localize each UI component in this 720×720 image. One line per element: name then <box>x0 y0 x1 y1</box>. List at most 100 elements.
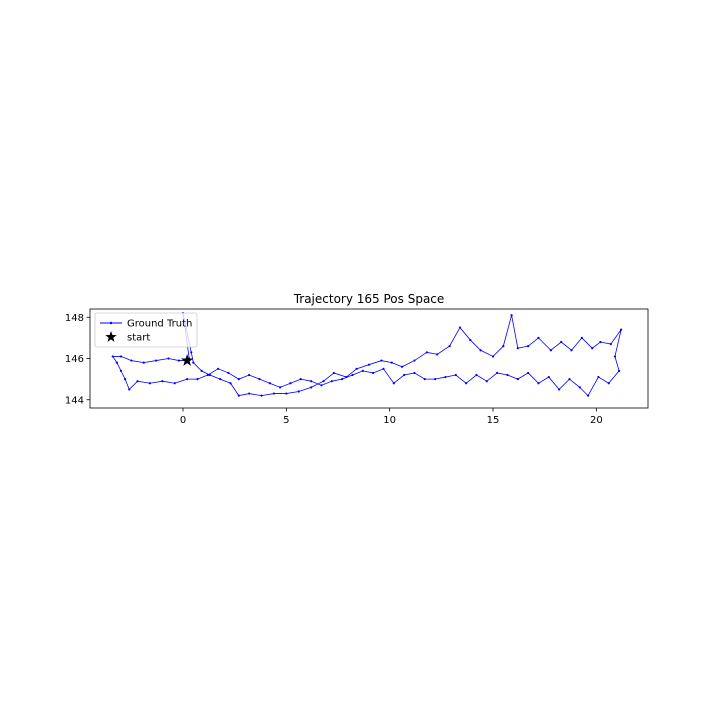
data-point <box>260 394 263 397</box>
data-point <box>310 380 313 383</box>
data-point <box>258 378 261 381</box>
data-point <box>289 382 292 385</box>
y-tick-label: 148 <box>65 313 84 324</box>
data-point <box>237 378 240 381</box>
data-point <box>130 359 133 362</box>
data-point <box>361 369 364 372</box>
data-point <box>549 349 552 352</box>
data-point <box>465 382 468 385</box>
data-point <box>136 380 139 383</box>
data-point <box>320 384 323 387</box>
data-point <box>177 359 180 362</box>
plot-content <box>111 312 623 397</box>
data-point <box>444 375 447 379</box>
data-point <box>380 359 383 362</box>
data-point <box>392 382 395 385</box>
data-point <box>155 359 158 362</box>
data-point <box>219 378 222 381</box>
data-point <box>537 382 540 385</box>
y-axis-ticks: 144 146 148 <box>65 313 90 406</box>
data-point <box>570 349 573 352</box>
data-point <box>469 338 472 342</box>
data-point <box>454 373 457 377</box>
legend-label-start: start <box>127 333 150 344</box>
y-tick-label: 146 <box>65 354 84 365</box>
chart-title: Trajectory 165 Pos Space <box>293 292 445 306</box>
data-point <box>599 340 602 344</box>
data-point <box>527 371 530 375</box>
data-point <box>119 369 123 372</box>
data-point <box>237 394 240 397</box>
data-point <box>297 390 300 393</box>
data-point <box>190 351 193 354</box>
data-point <box>115 361 118 364</box>
data-point <box>578 386 581 389</box>
data-point <box>167 357 170 360</box>
data-point <box>558 388 561 391</box>
data-point <box>506 373 509 377</box>
data-point <box>192 361 195 364</box>
data-point <box>403 373 406 377</box>
data-point <box>434 378 437 381</box>
data-point <box>200 369 203 372</box>
data-point <box>390 361 393 364</box>
data-point <box>367 363 371 366</box>
data-point <box>516 378 519 381</box>
data-point <box>485 380 488 383</box>
data-point <box>620 328 623 331</box>
data-point <box>547 375 550 379</box>
data-point <box>268 382 271 385</box>
data-point <box>186 378 189 381</box>
x-axis-ticks: 0 5 10 15 20 <box>180 408 603 426</box>
data-point <box>591 347 594 350</box>
data-point <box>322 380 325 383</box>
data-point <box>161 380 164 383</box>
data-point <box>124 378 127 381</box>
data-point <box>491 355 495 358</box>
data-point <box>351 373 354 377</box>
data-point <box>341 378 344 381</box>
data-point <box>537 336 540 339</box>
data-point <box>597 375 600 379</box>
data-point <box>285 392 288 395</box>
data-point <box>248 373 251 377</box>
data-point <box>475 373 478 377</box>
data-point <box>248 392 251 395</box>
data-point <box>458 326 462 329</box>
data-point <box>272 392 276 395</box>
data-point <box>560 340 563 344</box>
data-point <box>332 371 335 375</box>
y-tick-label: 144 <box>65 395 84 406</box>
data-point <box>609 342 612 346</box>
x-tick-label: 15 <box>487 415 500 426</box>
data-point <box>607 382 610 385</box>
data-point <box>580 336 583 339</box>
legend-star-icon <box>105 331 117 342</box>
start-marker-star <box>180 354 194 366</box>
data-point <box>516 347 519 350</box>
data-point <box>196 378 199 381</box>
data-point <box>586 394 590 397</box>
legend-box <box>94 312 198 348</box>
data-point <box>208 373 211 377</box>
data-point <box>510 314 513 317</box>
x-tick-label: 5 <box>283 415 289 426</box>
data-point <box>372 371 375 375</box>
legend-marker-sample <box>109 321 113 325</box>
data-point <box>111 355 114 358</box>
data-point <box>400 365 404 368</box>
data-point <box>355 367 358 370</box>
data-point <box>479 349 482 352</box>
data-point <box>617 369 621 372</box>
x-tick-label: 0 <box>180 415 186 426</box>
data-point <box>229 382 232 385</box>
data-point <box>413 371 416 375</box>
data-point <box>527 345 530 348</box>
data-point <box>345 375 348 379</box>
data-point <box>613 355 617 358</box>
data-point <box>279 386 282 389</box>
data-point <box>568 378 571 381</box>
data-point <box>423 378 426 381</box>
